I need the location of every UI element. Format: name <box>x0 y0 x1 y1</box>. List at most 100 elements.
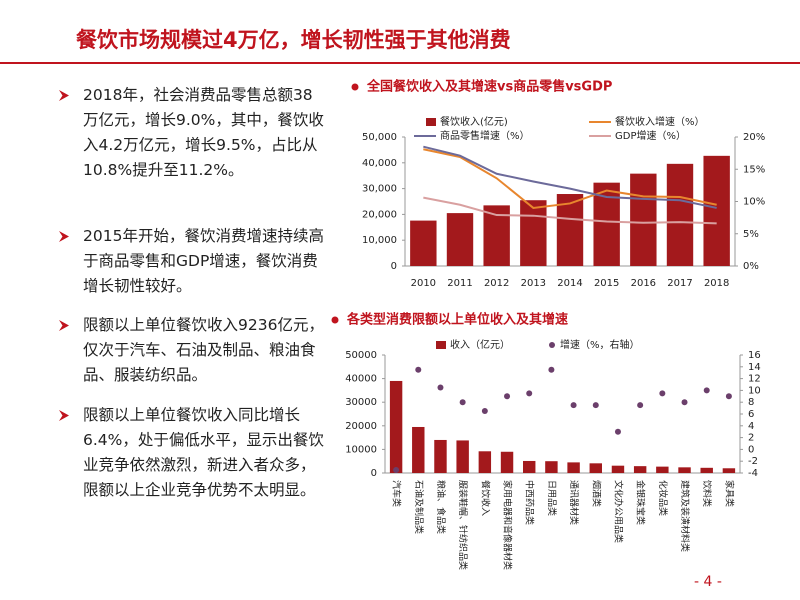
dot <box>459 399 466 406</box>
dot <box>659 390 666 397</box>
y2-tick-label: 8 <box>748 397 754 408</box>
x-tick-label: 2015 <box>594 278 619 289</box>
x-tick-label: 2012 <box>484 278 509 289</box>
bar <box>500 451 514 473</box>
y2-tick-label: 16 <box>748 350 761 361</box>
legend-swatch <box>549 342 555 348</box>
y2-tick-label: 0% <box>743 261 759 272</box>
x-tick-label: 建筑及装潢材料类 <box>679 480 691 552</box>
bar <box>478 451 492 473</box>
y-tick-label: 30000 <box>345 397 377 408</box>
bullet: 2015年开始，餐饮消费增速持续高于商品零售和GDP增速，餐饮消费增长韧性较好。 <box>83 224 328 299</box>
x-tick-label: 2011 <box>447 278 472 289</box>
bar <box>666 163 694 266</box>
x-tick-label: 家用电器和音像器材类 <box>502 480 514 570</box>
x-tick-label: 粮油、食品类 <box>435 480 447 534</box>
x-tick-label: 2014 <box>557 278 582 289</box>
bar <box>456 440 469 473</box>
chart-title: 各类型消费限额以上单位收入及其增速 <box>346 312 568 328</box>
bar <box>520 200 547 266</box>
y2-tick-label: 10 <box>748 385 761 396</box>
x-tick-label: 中西药品类 <box>524 480 536 525</box>
bar <box>412 426 425 473</box>
y2-tick-label: 14 <box>748 362 761 373</box>
y-tick-label: 0 <box>371 468 377 479</box>
title-bullet <box>331 316 339 324</box>
x-tick-label: 2018 <box>704 278 729 289</box>
bullet: 限额以上单位餐饮收入9236亿元，仅次于汽车、石油及制品、粮油食品、服装纺织品。 <box>83 313 328 388</box>
x-tick-label: 2013 <box>521 278 546 289</box>
bar <box>678 467 691 473</box>
bar <box>567 462 580 473</box>
dot <box>504 393 511 400</box>
y2-tick-label: 4 <box>748 421 754 432</box>
y2-tick-label: 12 <box>748 374 761 385</box>
y2-tick-label: 10% <box>743 197 765 208</box>
x-tick-label: 2017 <box>667 278 692 289</box>
dot <box>681 399 688 406</box>
bar <box>700 467 713 473</box>
y-tick-label: 20,000 <box>362 209 397 220</box>
x-tick-label: 日用品类 <box>546 480 558 516</box>
chart-title: 全国餐饮收入及其增速vs商品零售vsGDP <box>366 79 612 95</box>
x-tick-label: 金银珠宝类 <box>635 480 647 525</box>
line <box>423 196 717 225</box>
legend-label: 餐饮收入(亿元) <box>440 115 508 128</box>
y-tick-label: 40,000 <box>362 158 397 169</box>
dot <box>526 390 533 397</box>
legend-label: 商品零售增速（%） <box>440 129 530 142</box>
y-tick-label: 20000 <box>345 421 377 432</box>
bullet: 限额以上单位餐饮收入同比增长6.4%，处于偏低水平，显示出餐饮业竞争依然激烈，新… <box>83 403 328 503</box>
x-tick-label: 文化办公用品类 <box>612 480 624 543</box>
dot <box>614 428 621 435</box>
x-tick-label: 汽车类 <box>391 480 403 507</box>
legend-label: GDP增速（%） <box>615 129 686 142</box>
legend-swatch <box>426 118 436 126</box>
y-tick-label: 10,000 <box>362 235 397 246</box>
x-tick-label: 2010 <box>411 278 436 289</box>
x-tick-label: 2016 <box>631 278 656 289</box>
bar <box>434 439 447 473</box>
y-tick-label: 40000 <box>345 374 377 385</box>
y2-tick-label: -2 <box>748 456 758 467</box>
y-tick-label: 50000 <box>345 350 377 361</box>
x-tick-label: 餐饮收入 <box>479 480 491 516</box>
bar <box>656 466 669 473</box>
y-tick-label: 30,000 <box>362 184 397 195</box>
title-rule <box>0 62 800 64</box>
bar <box>630 173 657 266</box>
dot <box>592 402 599 409</box>
legend-label: 餐饮收入增速（%） <box>615 115 705 128</box>
x-tick-label: 烟酒类 <box>590 480 602 507</box>
x-tick-label: 饮料类 <box>701 480 713 507</box>
x-tick-label: 服装鞋帽、针纺织品类 <box>457 480 469 570</box>
bar <box>410 220 437 266</box>
dot <box>481 408 488 415</box>
y-tick-label: 0 <box>391 261 397 272</box>
bar <box>633 466 647 473</box>
y2-tick-label: 15% <box>743 164 765 175</box>
x-tick-label: 石油及制品类 <box>413 480 425 534</box>
dot <box>637 402 644 409</box>
y2-tick-label: 20% <box>743 132 765 143</box>
y2-tick-label: 2 <box>748 433 754 444</box>
bar <box>722 468 736 473</box>
x-tick-label: 家具类 <box>723 480 735 507</box>
dot <box>393 467 400 474</box>
dot <box>703 387 710 394</box>
x-tick-label: 通讯器材类 <box>568 480 580 525</box>
x-tick-label: 化妆品类 <box>657 480 669 516</box>
slide-title: 餐饮市场规模过4万亿，增长韧性强于其他消费 <box>76 28 511 52</box>
y2-tick-label: 6 <box>748 409 754 420</box>
y2-tick-label: 5% <box>743 229 759 240</box>
line <box>423 148 717 209</box>
y-tick-label: 10000 <box>345 444 377 455</box>
page-number: - 4 - <box>694 574 722 590</box>
dot <box>415 366 422 373</box>
bar <box>611 465 625 473</box>
legend-label: 收入（亿元） <box>450 338 510 351</box>
line <box>423 145 717 209</box>
dot <box>548 366 555 373</box>
